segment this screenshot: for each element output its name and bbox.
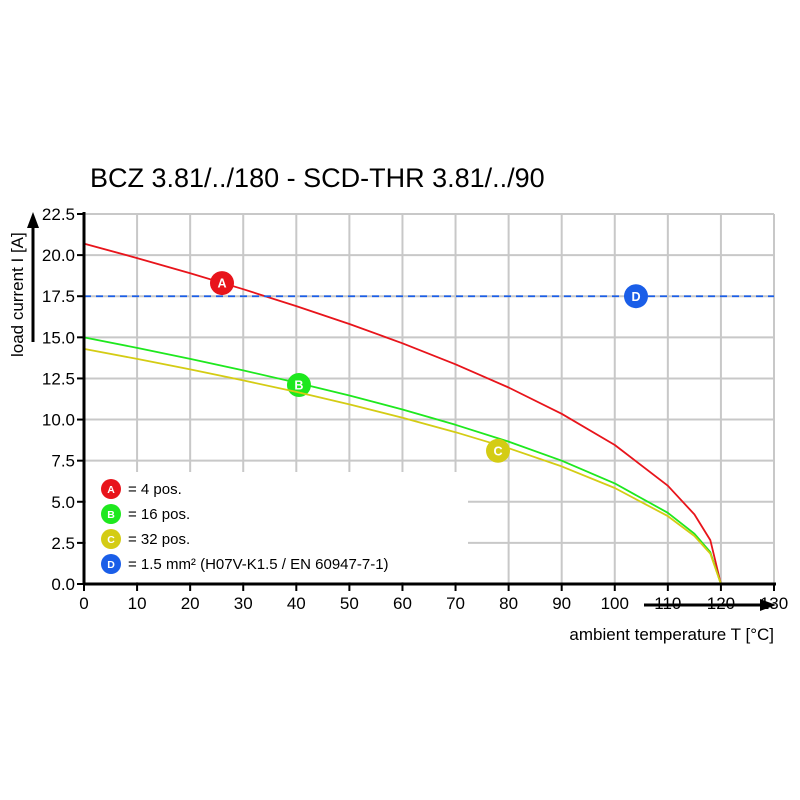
marker-circle xyxy=(101,529,121,549)
legend: A = 4 pos. B = 16 pos. C = 32 pos. D = 1.5 mm² … xyxy=(101,479,389,574)
legend-text-A: = 4 pos. xyxy=(128,481,182,498)
y-tick-label: 10.0 xyxy=(42,411,75,430)
x-tick-label: 90 xyxy=(552,594,571,613)
marker-letter: D xyxy=(107,559,115,571)
x-tick-label: 0 xyxy=(79,594,88,613)
x-axis-label: ambient temperature T [°C] xyxy=(569,625,774,644)
y-tick-label: 15.0 xyxy=(42,328,75,347)
x-tick-label: 60 xyxy=(393,594,412,613)
x-tick-label: 10 xyxy=(128,594,147,613)
x-tick-label: 100 xyxy=(601,594,629,613)
legend-text-D: = 1.5 mm² (H07V-K1.5 / EN 60947-7-1) xyxy=(128,556,389,573)
y-tick-label: 7.5 xyxy=(51,452,75,471)
chart-title: BCZ 3.81/../180 - SCD-THR 3.81/../90 xyxy=(90,163,545,193)
marker-circle xyxy=(101,479,121,499)
y-tick-label: 0.0 xyxy=(51,575,75,594)
y-tick-label: 17.5 xyxy=(42,287,75,306)
y-tick-label: 22.5 xyxy=(42,205,75,224)
grid xyxy=(83,213,775,585)
legend-marker-A: A xyxy=(101,479,121,499)
x-tick-label: 70 xyxy=(446,594,465,613)
y-axis-label: load current I [A] xyxy=(8,232,27,357)
series-line-B xyxy=(83,336,722,585)
x-tick-label: 20 xyxy=(181,594,200,613)
series-line-A xyxy=(83,242,722,585)
marker-circle xyxy=(210,271,234,296)
y-tick-label: 2.5 xyxy=(51,534,75,553)
marker-circle xyxy=(101,504,121,524)
series-marker-D: D xyxy=(624,284,648,309)
x-arrow-icon xyxy=(760,599,776,611)
marker-letter: B xyxy=(107,509,115,521)
x-tick-label: 30 xyxy=(234,594,253,613)
series-marker-A: A xyxy=(210,271,234,296)
legend-marker-B: B xyxy=(101,504,121,524)
legend-text-C: = 32 pos. xyxy=(128,531,190,548)
y-tick-label: 20.0 xyxy=(42,246,75,265)
x-tick-label: 80 xyxy=(499,594,518,613)
marker-letter: A xyxy=(217,277,226,291)
axes: 01020304050607080901001101201300.02.55.0… xyxy=(27,205,788,613)
legend-text-B: = 16 pos. xyxy=(128,506,190,523)
marker-circle xyxy=(101,554,121,574)
x-tick-label: 40 xyxy=(287,594,306,613)
legend-marker-C: C xyxy=(101,529,121,549)
series-marker-C: C xyxy=(486,438,510,463)
y-tick-label: 5.0 xyxy=(51,493,75,512)
series-line-C xyxy=(83,347,722,585)
series-group: A B C D xyxy=(83,242,774,585)
x-tick-label: 50 xyxy=(340,594,359,613)
marker-circle xyxy=(624,284,648,309)
y-tick-label: 12.5 xyxy=(42,369,75,388)
marker-letter: A xyxy=(107,484,115,496)
marker-letter: C xyxy=(107,534,115,546)
marker-circle xyxy=(486,438,510,463)
marker-letter: D xyxy=(631,290,640,304)
legend-background xyxy=(86,472,468,582)
y-arrow-icon xyxy=(27,212,39,228)
marker-letter: C xyxy=(493,444,502,458)
marker-letter: B xyxy=(294,379,303,393)
legend-marker-D: D xyxy=(101,554,121,574)
